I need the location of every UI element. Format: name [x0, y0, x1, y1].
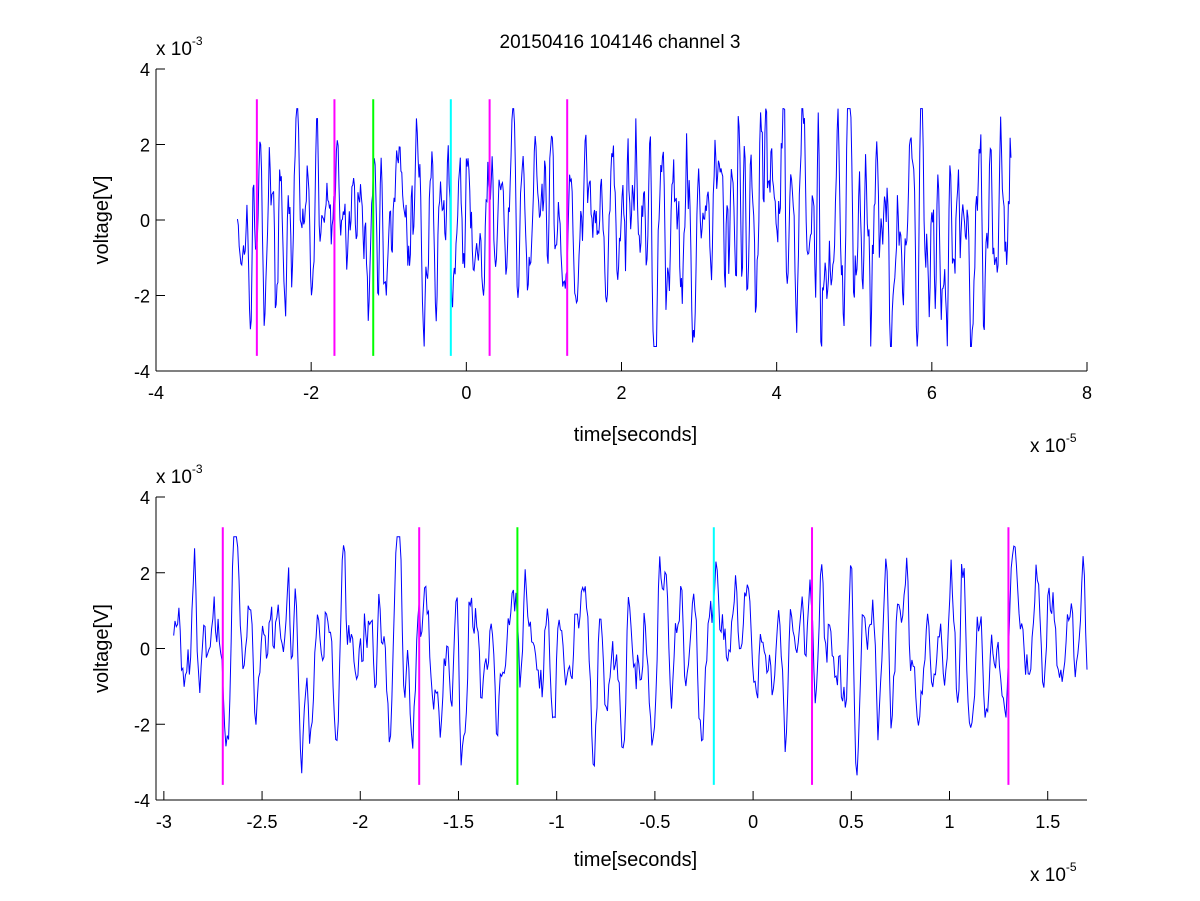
y-tick-label: -4	[134, 791, 150, 811]
x-tick-label: -2.5	[247, 812, 278, 832]
x-tick-label: -0.5	[639, 812, 670, 832]
x-exponent-label: x 10-5	[1030, 860, 1077, 886]
x-tick-label: 8	[1082, 383, 1092, 403]
x-tick-label: -1.5	[443, 812, 474, 832]
y-tick-label: 2	[140, 564, 150, 584]
x-tick-label: -2	[352, 812, 368, 832]
x-tick-label: 4	[772, 383, 782, 403]
y-tick-label: -2	[134, 715, 150, 735]
x-tick-label: -4	[148, 383, 164, 403]
y-exponent-label: x 10-3	[156, 462, 203, 488]
y-tick-label: 0	[140, 640, 150, 660]
x-tick-label: -3	[156, 812, 172, 832]
x-tick-label: 6	[927, 383, 937, 403]
x-tick-label: 0	[461, 383, 471, 403]
x-exponent-label: x 10-5	[1030, 431, 1077, 457]
x-tick-label: -1	[549, 812, 565, 832]
x-tick-label: 1	[945, 812, 955, 832]
y-axis-label: voltage[V]	[91, 604, 113, 693]
bottom-plot: -3 -2.5 -2 -1.5 -1 -0.5 0 0.5 1 1.5 -4 -2 0 2 4 time[se…	[91, 462, 1088, 886]
y-tick-label: -4	[134, 362, 150, 382]
y-tick-label: 4	[140, 488, 150, 508]
x-tick-label: 1.5	[1035, 812, 1060, 832]
figure-title: 20150416 104146 channel 3	[500, 32, 741, 53]
x-tick-label: -2	[303, 383, 319, 403]
y-tick-label: 4	[140, 60, 150, 80]
y-tick-label: -2	[134, 287, 150, 307]
y-axis-label: voltage[V]	[91, 176, 113, 265]
y-tick-label: 0	[140, 211, 150, 231]
y-tick-label: 2	[140, 136, 150, 156]
voltage-series-line	[236, 108, 1012, 347]
x-tick-label: 0	[748, 812, 758, 832]
y-exponent-label: x 10-3	[156, 34, 203, 60]
top-plot: -4 -2 0 2 4 6 8 -4 -2 0 2 4 time[seconds] voltage[V] x…	[91, 34, 1092, 457]
x-axis-label: time[seconds]	[574, 849, 697, 871]
x-tick-label: 2	[616, 383, 626, 403]
voltage-series-line	[173, 536, 1088, 776]
x-tick-label: 0.5	[839, 812, 864, 832]
x-axis-label: time[seconds]	[574, 424, 697, 446]
